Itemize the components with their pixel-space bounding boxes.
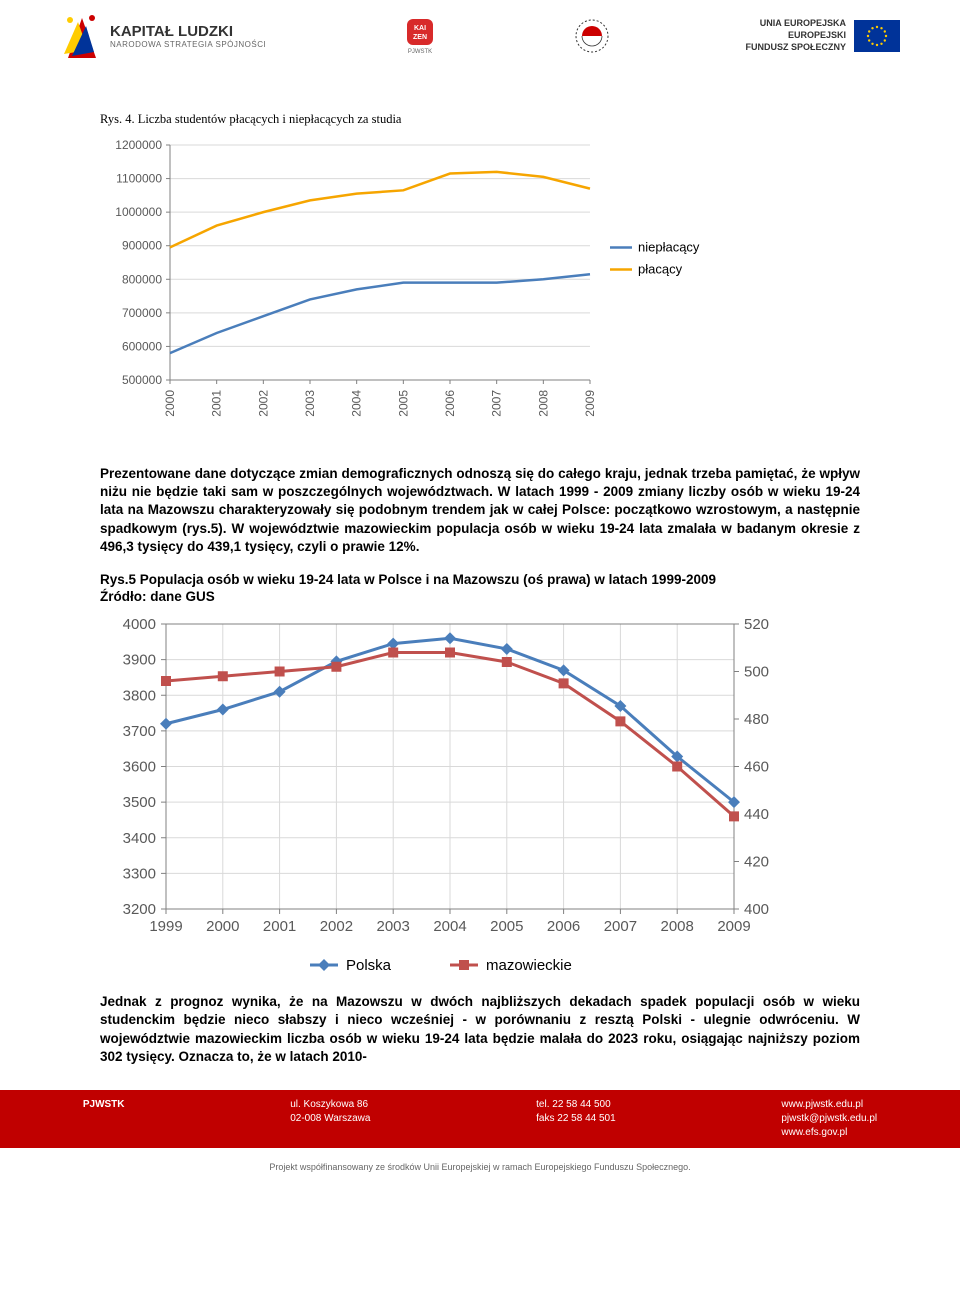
svg-text:2007: 2007	[490, 390, 504, 417]
paragraph-1: Prezentowane dane dotyczące zmian demogr…	[100, 465, 860, 556]
footer-org: PJWSTK	[83, 1098, 125, 1140]
svg-text:2006: 2006	[443, 390, 457, 417]
chart2-source: Źródło: dane GUS	[100, 589, 860, 604]
svg-text:2004: 2004	[433, 918, 466, 935]
footer-url2: pjwstk@pjwstk.edu.pl	[781, 1112, 877, 1126]
svg-text:2003: 2003	[303, 390, 317, 417]
kl-subtitle: NARODOWA STRATEGIA SPÓJNOŚCI	[110, 40, 266, 49]
svg-text:3300: 3300	[123, 865, 156, 882]
kl-title: KAPITAŁ LUDZKI	[110, 23, 266, 40]
chart2-caption: Rys.5 Populacja osób w wieku 19-24 lata …	[100, 572, 860, 587]
footer-url3: www.efs.gov.pl	[781, 1126, 877, 1140]
eu-line2: EUROPEJSKI	[745, 30, 846, 42]
svg-text:Polska: Polska	[346, 957, 392, 974]
svg-text:2001: 2001	[263, 918, 296, 935]
svg-text:3400: 3400	[123, 830, 156, 847]
svg-text:3200: 3200	[123, 901, 156, 918]
svg-text:3600: 3600	[123, 759, 156, 776]
svg-text:4000: 4000	[123, 616, 156, 633]
svg-text:2005: 2005	[490, 918, 523, 935]
svg-text:400: 400	[744, 901, 769, 918]
footer-fax: faks 22 58 44 501	[536, 1112, 616, 1126]
eu-flag-icon	[854, 20, 900, 52]
svg-text:ZEN: ZEN	[413, 34, 427, 41]
footer-addr1: ul. Koszykowa 86	[290, 1098, 370, 1112]
svg-text:2007: 2007	[604, 918, 637, 935]
svg-text:2006: 2006	[547, 918, 580, 935]
svg-text:500000: 500000	[122, 373, 162, 387]
kapital-ludzki-icon	[60, 10, 102, 62]
svg-text:2009: 2009	[717, 918, 750, 935]
svg-text:700000: 700000	[122, 306, 162, 320]
paragraph-2: Jednak z prognoz wynika, że na Mazowszu …	[100, 993, 860, 1066]
svg-text:1200000: 1200000	[115, 138, 162, 152]
svg-text:PJWSTK: PJWSTK	[407, 49, 431, 55]
chart2-svg: 3200 3300 3400 3500 3600 3700 3800 3900 4000 400 4…	[100, 614, 800, 979]
svg-text:2008: 2008	[661, 918, 694, 935]
chart2: 3200 3300 3400 3500 3600 3700 3800 3900 4000 400 4…	[100, 614, 860, 979]
svg-text:2002: 2002	[320, 918, 353, 935]
svg-text:1100000: 1100000	[116, 172, 162, 186]
svg-text:900000: 900000	[122, 239, 162, 253]
svg-text:płacący: płacący	[638, 262, 683, 277]
svg-text:mazowieckie: mazowieckie	[486, 957, 572, 974]
svg-text:3900: 3900	[123, 652, 156, 669]
footer-addr2: 02-008 Warszawa	[290, 1112, 370, 1126]
svg-text:800000: 800000	[122, 272, 162, 286]
footer-bottom: Projekt współfinansowany ze środków Unii…	[0, 1148, 960, 1184]
chart1-svg: 500000 600000 700000 800000 900000 1000000 110…	[100, 135, 750, 435]
chart1-caption: Rys. 4. Liczba studentów płacących i nie…	[100, 112, 860, 127]
svg-text:2009: 2009	[583, 390, 597, 417]
footer-band: PJWSTK ul. Koszykowa 86 02-008 Warszawa …	[0, 1090, 960, 1148]
eu-line1: UNIA EUROPEJSKA	[745, 18, 846, 30]
svg-text:520: 520	[744, 616, 769, 633]
chart1: 500000 600000 700000 800000 900000 1000000 110…	[100, 135, 860, 435]
svg-text:600000: 600000	[122, 339, 162, 353]
svg-text:460: 460	[744, 759, 769, 776]
svg-text:3500: 3500	[123, 794, 156, 811]
svg-text:2005: 2005	[396, 390, 410, 417]
svg-text:1000000: 1000000	[115, 205, 162, 219]
svg-text:2008: 2008	[536, 390, 550, 417]
svg-text:2001: 2001	[210, 390, 224, 417]
svg-text:2003: 2003	[377, 918, 410, 935]
footer-url1: www.pjwstk.edu.pl	[781, 1098, 877, 1112]
eu-line3: FUNDUSZ SPOŁECZNY	[745, 42, 846, 54]
svg-text:niepłacący: niepłacący	[638, 240, 700, 255]
svg-text:440: 440	[744, 806, 769, 823]
eu-block: UNIA EUROPEJSKA EUROPEJSKI FUNDUSZ SPOŁE…	[745, 18, 900, 53]
svg-text:2000: 2000	[206, 918, 239, 935]
svg-text:480: 480	[744, 711, 769, 728]
svg-text:3800: 3800	[123, 687, 156, 704]
kaizen-icon: KAI ZEN PJWSTK	[401, 17, 439, 55]
svg-text:1999: 1999	[149, 918, 182, 935]
svg-text:3700: 3700	[123, 723, 156, 740]
svg-text:2000: 2000	[163, 390, 177, 417]
svg-text:KAI: KAI	[414, 25, 426, 32]
kapital-ludzki-block: KAPITAŁ LUDZKI NARODOWA STRATEGIA SPÓJNO…	[60, 10, 266, 62]
header-logos: KAPITAŁ LUDZKI NARODOWA STRATEGIA SPÓJNO…	[0, 0, 960, 72]
svg-text:2002: 2002	[256, 390, 270, 417]
svg-text:420: 420	[744, 854, 769, 871]
svg-text:2004: 2004	[350, 390, 364, 417]
circular-logo-icon	[573, 17, 611, 55]
svg-text:500: 500	[744, 664, 769, 681]
footer-tel: tel. 22 58 44 500	[536, 1098, 616, 1112]
